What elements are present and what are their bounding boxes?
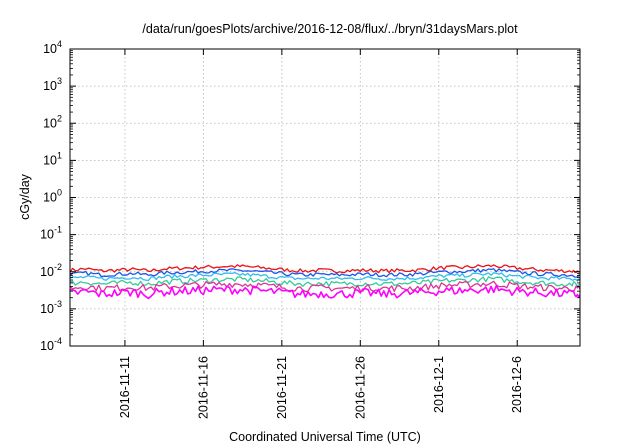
series-line-6 [69, 284, 581, 300]
chart-title: /data/run/goesPlots/archive/2016-12-08/f… [142, 22, 518, 36]
x-tick-label: 2016-11-21 [275, 356, 289, 419]
x-tick-label: 2016-12-6 [510, 356, 524, 413]
y-tick-label: 10-3 [40, 299, 62, 316]
series-line-5 [69, 280, 581, 293]
y-tick-label: 10-4 [40, 336, 62, 353]
plot-series [69, 264, 581, 300]
y-tick-labels: 10-4 10-3 10-2 10-1 100 101 102 103 104 [40, 39, 62, 353]
x-tick-label: 2016-11-16 [196, 356, 210, 419]
axis-ticks [70, 48, 580, 347]
y-tick-label: 10-2 [40, 262, 62, 279]
y-axis-label: cGy/day [18, 173, 32, 220]
y-tick-label: 10-1 [40, 225, 62, 242]
x-tick-labels: 2016-11-11 2016-11-16 2016-11-21 2016-11-26… [118, 356, 524, 419]
y-tick-label: 101 [43, 150, 62, 167]
series-line-1 [69, 264, 581, 274]
series-line-2 [69, 268, 581, 278]
y-tick-label: 104 [43, 39, 62, 56]
grid-lines [70, 49, 580, 346]
x-axis-label: Coordinated Universal Time (UTC) [229, 430, 421, 444]
x-tick-label: 2016-11-26 [353, 356, 367, 419]
y-tick-label: 103 [43, 76, 62, 93]
series-line-3 [69, 271, 581, 282]
y-tick-label: 100 [43, 188, 62, 205]
x-tick-label: 2016-12-1 [432, 356, 446, 413]
y-tick-label: 102 [43, 113, 62, 130]
x-tick-label: 2016-11-11 [118, 356, 132, 418]
